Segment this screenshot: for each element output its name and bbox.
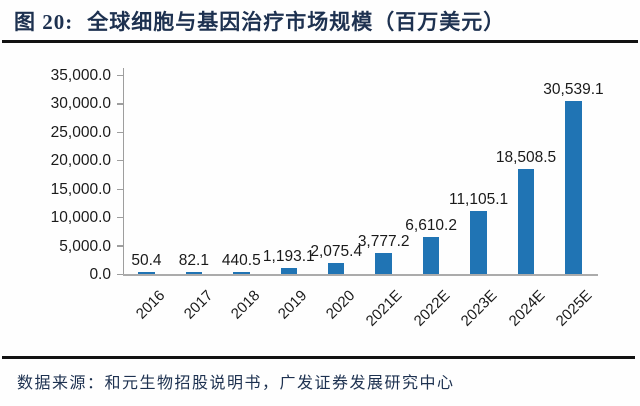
y-axis-label: 5,000.0 [59,237,111,255]
y-axis-tick [116,131,123,134]
y-axis-tick [116,160,123,162]
y-axis-label: 20,000.0 [50,152,111,170]
x-axis-label: 2025E [552,286,596,330]
x-axis-label: 2019 [275,286,311,323]
figure-title-text: 全球细胞与基因治疗市场规模（百万美元） [87,10,506,34]
bar-value-label: 6,610.2 [405,216,457,234]
bar [138,272,155,275]
bar [185,272,203,275]
title-divider [2,40,638,43]
y-axis-label: 15,000.0 [50,180,111,198]
bar [517,169,535,275]
x-axis-baseline [122,273,598,276]
bar [233,271,250,275]
y-axis-label: 35,000.0 [50,67,111,84]
x-axis-label: 2016 [132,286,169,323]
x-axis-label: 2020 [322,286,359,323]
y-axis-line [122,68,124,276]
y-axis-tick [116,245,123,247]
bar [470,211,487,275]
bar-value-label: 30,539.1 [543,80,604,98]
footer-divider [2,356,635,359]
y-axis-tick [116,103,123,105]
x-axis-label: 2018 [227,286,264,323]
bar-value-label: 440.5 [221,251,261,269]
bar-value-label: 1,193.1 [262,247,315,265]
x-axis-label: 2021E [363,286,406,330]
x-axis-label: 2017 [180,286,216,323]
bar-value-label: 3,777.2 [357,233,410,251]
bar-value-label: 2,075.4 [310,242,363,260]
y-axis-tick [116,217,123,219]
y-axis-label: 30,000.0 [50,95,111,113]
bar [422,236,440,275]
bar [565,100,582,275]
bar-value-label: 82.1 [178,252,209,270]
bar-value-label: 18,508.5 [495,149,557,167]
page-title: 图 20: 全球细胞与基因治疗市场规模（百万美元） [14,6,505,36]
bar [327,262,345,275]
y-axis-label: 25,000.0 [50,123,111,141]
x-axis-label: 2023E [457,286,501,330]
source-note: 数据来源：和元生物招股说明书，广发证券发展研究中心 [17,375,455,392]
x-axis-label: 2022E [410,286,454,330]
bar-value-label: 50.4 [131,252,162,270]
y-axis-tick [116,188,123,190]
bar [280,267,298,275]
y-axis-label: 10,000.0 [50,209,111,227]
x-axis-label: 2024E [505,286,549,330]
y-axis-tick [116,74,123,77]
bar-value-label: 11,105.1 [448,191,509,209]
y-axis-tick [116,273,123,276]
bar [375,253,392,275]
y-axis-label: 0.0 [89,266,111,283]
figure-number: 图 20: [14,10,74,34]
bar-chart: 35,000.0 30,000.0 25,000.0 20,000.0 15,000.0… [0,44,640,344]
